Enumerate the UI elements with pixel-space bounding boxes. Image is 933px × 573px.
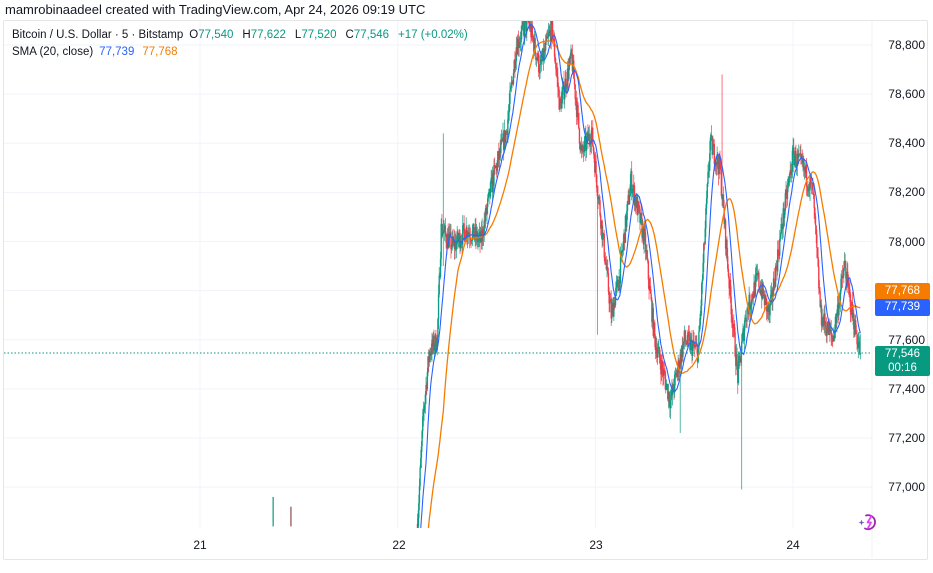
tradingview-spark-icon[interactable] [857,510,881,534]
price-tick: 77,600 [888,333,925,347]
sma-slow-value: 77,768 [142,46,178,58]
symbol-title[interactable]: Bitcoin / U.S. Dollar · 5 · Bitstamp [12,29,184,41]
sma-fast-value: 77,739 [99,46,135,58]
price-tick: 77,400 [888,382,925,396]
chart-credit: mamrobinaadeel created with TradingView.… [5,2,426,17]
candlestick-series [272,21,862,528]
ohlc-legend-row: Bitcoin / U.S. Dollar · 5 · Bitstamp O 77… [12,27,468,44]
high-label: H [242,29,251,41]
price-tick: 77,000 [888,480,925,494]
sma-slow-price-tag: 77,768 [875,283,930,300]
indicator-title[interactable]: SMA (20, close) [12,46,94,58]
indicator-legend-row: SMA (20, close) 77,739 77,768 [12,44,468,61]
price-tick: 78,200 [888,185,925,199]
sma-slow-line [427,39,861,528]
low-label: L [294,29,302,41]
time-tick: 21 [193,538,207,552]
last-price-tag: 77,546 00:16 [875,346,930,376]
open-label: O [189,29,199,41]
last-price-value: 77,546 [884,348,921,360]
change-value: +17 (+0.02%) [398,29,468,41]
sma-fast-line [420,23,861,528]
plot-area[interactable] [4,5,872,573]
close-value: 77,546 [353,29,390,41]
price-tick: 78,600 [888,87,925,101]
price-tick: 78,000 [888,235,925,249]
high-value: 77,622 [250,29,286,41]
price-tick: 78,800 [888,38,925,52]
price-tick: 78,400 [888,136,925,150]
low-value: 77,520 [301,29,337,41]
open-value: 77,540 [198,29,234,41]
close-label: C [345,29,354,41]
chart-legend: Bitcoin / U.S. Dollar · 5 · Bitstamp O 77… [12,27,468,61]
time-tick: 23 [589,538,603,552]
sma-fast-price-tag: 77,739 [875,299,930,316]
time-tick: 22 [392,538,406,552]
bar-countdown: 00:16 [888,362,917,374]
time-tick: 24 [786,538,800,552]
price-tick: 77,200 [888,431,925,445]
